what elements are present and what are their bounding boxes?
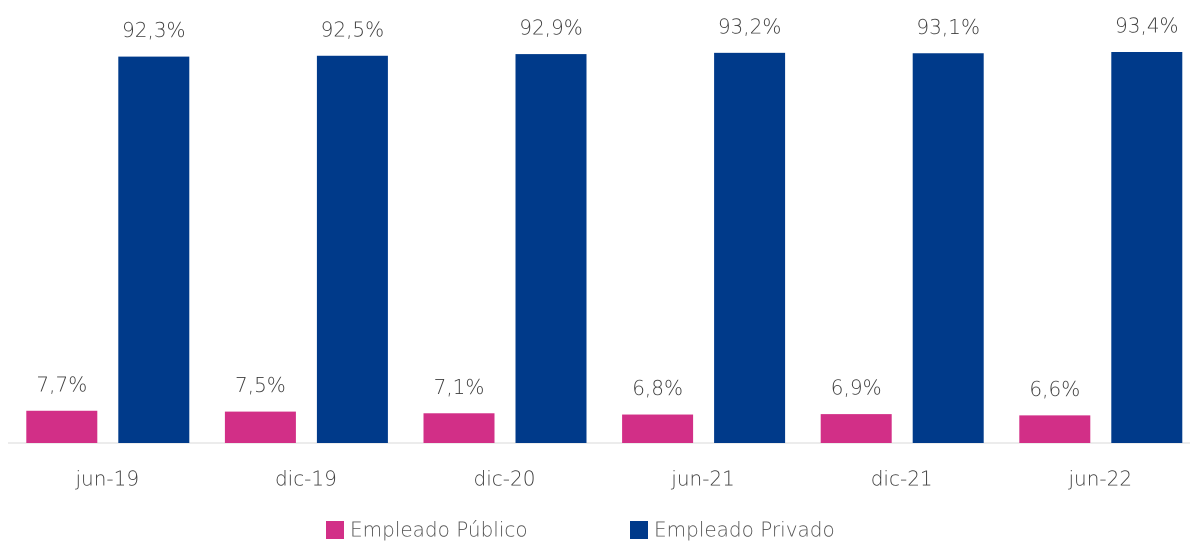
bar [515, 54, 587, 444]
bar [714, 52, 786, 444]
legend-label: Empleado Público [350, 518, 528, 542]
bar [912, 53, 984, 443]
value-label: 7,1% [434, 375, 485, 399]
legend-swatch [326, 521, 344, 539]
x-tick-label: jun-22 [1068, 467, 1133, 491]
value-label: 6,6% [1029, 377, 1080, 401]
bar [820, 414, 892, 443]
x-tick-label: dic-20 [474, 467, 536, 491]
bar [1019, 415, 1091, 443]
x-tick-label: jun-21 [670, 467, 735, 491]
x-tick-label: dic-21 [871, 467, 933, 491]
value-label: 92,5% [321, 17, 385, 41]
legend-label: Empleado Privado [654, 518, 835, 542]
value-label: 92,3% [122, 18, 186, 42]
value-label: 92,9% [519, 16, 583, 40]
bar [423, 413, 495, 443]
bar [118, 56, 190, 444]
x-tick-label: dic-19 [275, 467, 337, 491]
bar [224, 411, 296, 443]
value-label: 93,2% [718, 14, 782, 38]
value-label: 93,4% [1115, 14, 1179, 38]
bar [26, 410, 98, 443]
value-label: 7,5% [235, 373, 286, 397]
legend-swatch [630, 521, 648, 539]
value-label: 6,9% [831, 376, 882, 400]
value-label: 7,7% [36, 372, 87, 396]
value-label: 93,1% [916, 15, 980, 39]
bar [622, 414, 694, 443]
bar [1111, 52, 1183, 443]
x-tick-label: jun-19 [75, 467, 140, 491]
bar [316, 55, 388, 443]
value-label: 6,8% [632, 376, 683, 400]
